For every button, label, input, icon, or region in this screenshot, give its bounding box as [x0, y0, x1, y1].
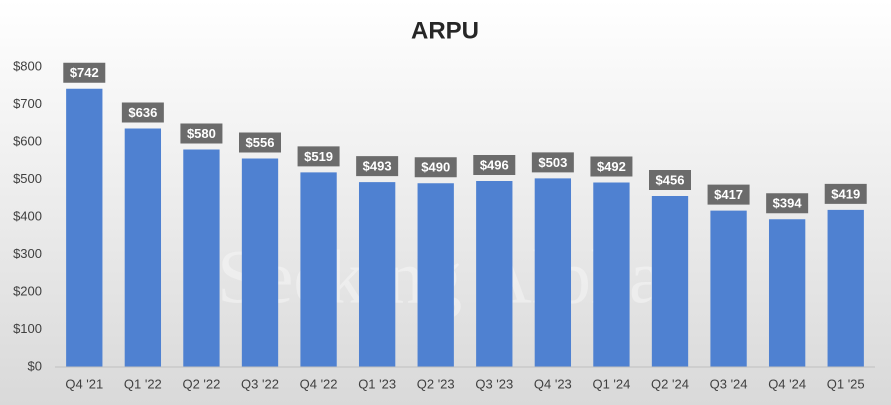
value-label: $394 [773, 196, 803, 211]
value-label-box [356, 156, 399, 177]
value-label: $636 [128, 105, 157, 120]
bar [651, 196, 689, 367]
x-tick-label: Q3 '22 [241, 376, 279, 391]
x-tick-label: Q2 '24 [651, 376, 689, 391]
value-label: $490 [421, 160, 450, 175]
value-label: $493 [363, 159, 392, 174]
y-tick-label: $600 [13, 133, 42, 148]
value-label-box [414, 157, 457, 178]
bar [66, 88, 103, 367]
x-tick-label: Q3 '23 [475, 376, 513, 391]
x-tick-label: Q2 '23 [417, 376, 455, 391]
value-label-box [824, 183, 867, 204]
bar [241, 158, 279, 367]
value-label: $503 [538, 155, 567, 170]
y-tick-label: $800 [13, 58, 42, 73]
value-label-box [531, 152, 574, 173]
value-label: $417 [714, 187, 743, 202]
y-tick-label: $700 [13, 96, 42, 111]
value-label: $580 [187, 126, 216, 141]
x-tick-label: Q4 '21 [65, 376, 103, 391]
value-label-box [766, 193, 809, 214]
x-tick-label: Q1 '22 [124, 376, 162, 391]
x-tick-label: Q4 '24 [768, 376, 806, 391]
x-tick-label: Q1 '25 [827, 376, 865, 391]
bar [827, 209, 864, 367]
x-tick-label: Q2 '22 [182, 376, 220, 391]
value-label-box [707, 184, 750, 205]
value-label-box [590, 156, 633, 177]
bar [476, 181, 513, 367]
value-label-box [239, 132, 281, 153]
value-label-box [121, 102, 164, 123]
bar [417, 183, 454, 367]
y-tick-label: $300 [13, 246, 42, 261]
bar [593, 182, 630, 367]
chart-title: ARPU [411, 17, 479, 44]
x-tick-label: Q4 '22 [300, 376, 338, 391]
x-tick-label: Q1 '23 [358, 376, 396, 391]
y-tick-label: $500 [13, 171, 42, 186]
y-tick-label: $200 [13, 283, 42, 298]
value-label: $456 [656, 172, 685, 187]
bar [300, 172, 337, 367]
value-label-box [180, 123, 223, 144]
value-label-box [63, 62, 106, 83]
value-label: $496 [480, 157, 509, 172]
bar [183, 149, 220, 367]
value-label-box [649, 170, 691, 190]
value-label: $742 [70, 65, 99, 80]
bar [358, 182, 396, 367]
bar [534, 178, 572, 367]
x-tick-label: Q3 '24 [710, 376, 748, 391]
value-label: $519 [304, 149, 333, 164]
x-tick-label: Q1 '24 [592, 376, 630, 391]
bar [768, 219, 806, 367]
value-label-box [297, 146, 340, 167]
y-tick-label: $400 [13, 208, 42, 223]
value-label: $556 [246, 135, 275, 150]
value-label: $492 [597, 159, 626, 174]
bar [710, 210, 747, 367]
bar [124, 128, 162, 367]
value-label-box [473, 155, 516, 175]
y-tick-label: $100 [13, 321, 42, 336]
y-tick-label: $0 [28, 358, 42, 373]
value-label: $419 [831, 186, 860, 201]
x-tick-label: Q4 '23 [534, 376, 572, 391]
